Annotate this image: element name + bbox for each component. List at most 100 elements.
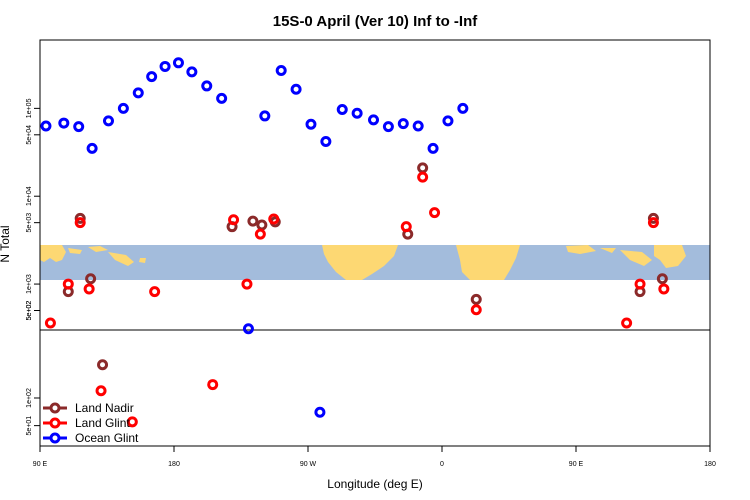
- land-glint-point: [429, 207, 441, 219]
- y-axis-upper: 1e+05 5e+04 1e+04 5e+03 1e+03 5e+02: [26, 98, 40, 320]
- ocean-glint-point: [58, 117, 70, 129]
- ocean-glint-point: [442, 115, 454, 127]
- land-glint-point: [634, 278, 646, 290]
- ocean-glint-point: [259, 110, 271, 122]
- x-tick-label: 90 E: [569, 461, 584, 468]
- y-tick-label: 1e+02: [26, 388, 33, 408]
- land-glint-point: [207, 379, 219, 391]
- land-nadir-point: [256, 219, 268, 231]
- y-tick-label: 5e+04: [26, 125, 33, 145]
- ocean-glint-point: [172, 57, 184, 69]
- x-axis: 90 E 180 90 W 0 90 E 180: [33, 446, 716, 468]
- land-nadir-point: [647, 212, 659, 224]
- data-points: [40, 57, 670, 428]
- legend-marker-land-glint: [49, 417, 61, 429]
- land-indonesia-left-2: [88, 246, 108, 252]
- land-nadir-point: [74, 212, 86, 224]
- ocean-glint-point: [86, 142, 98, 154]
- land-glint-point: [254, 228, 266, 240]
- x-tick-label: 180: [168, 461, 180, 468]
- land-glint-point: [470, 304, 482, 316]
- legend-marker-land-nadir: [49, 402, 61, 414]
- land-glint-point: [647, 217, 659, 229]
- land-australia-right: [654, 245, 686, 268]
- land-glint-point: [83, 283, 95, 295]
- land-pacific-islands-left: [139, 258, 146, 263]
- chart-title: 15S-0 April (Ver 10) Inf to -Inf: [273, 13, 478, 30]
- y-tick-label: 5e+01: [26, 416, 33, 436]
- land-newguinea-left: [108, 252, 134, 266]
- y-axis-label: N Total: [0, 225, 12, 262]
- y-tick-label: 1e+04: [26, 186, 33, 206]
- land-indonesia-right-1: [566, 245, 596, 254]
- legend-marker-ocean-glint: [49, 432, 61, 444]
- x-tick-label: 90 E: [33, 461, 48, 468]
- ocean-glint-point: [368, 114, 380, 126]
- land-glint-point: [268, 213, 280, 225]
- x-tick-label: 180: [704, 461, 716, 468]
- ocean-glint-point: [351, 107, 363, 119]
- upper-panel-frame: [39, 39, 711, 331]
- ocean-glint-point: [382, 121, 394, 133]
- land-nadir-point: [417, 162, 429, 174]
- world-map-strip: [40, 245, 710, 280]
- land-glint-point: [621, 317, 633, 329]
- land-glint-point: [149, 286, 161, 298]
- legend-label-land-glint: Land Glint: [75, 416, 130, 430]
- land-nadir-point: [470, 293, 482, 305]
- ocean-glint-point: [201, 80, 213, 92]
- land-glint-point: [95, 385, 107, 397]
- land-nadir-point: [656, 273, 668, 285]
- ocean-glint-point: [412, 120, 424, 132]
- ocean-glint-point: [117, 102, 129, 114]
- land-glint-point: [44, 317, 56, 329]
- ocean-glint-point: [320, 135, 332, 147]
- y-tick-label: 1e+05: [26, 98, 33, 118]
- land-australia-left: [40, 245, 66, 262]
- land-nadir-point: [85, 273, 97, 285]
- land-glint-point: [74, 217, 86, 229]
- ocean-glint-point: [275, 64, 287, 76]
- ocean-glint-point: [40, 120, 52, 132]
- ocean-glint-point: [159, 60, 171, 72]
- y-axis-lower: 5e+02 1e+02 5e+01: [26, 301, 40, 436]
- x-axis-label: Longitude (deg E): [327, 477, 422, 491]
- lower-panel-frame: [39, 329, 711, 447]
- ocean-glint-point: [427, 142, 439, 154]
- land-glint-point: [126, 416, 138, 428]
- land-indonesia-right-2: [600, 248, 616, 253]
- ocean-glint-point: [457, 102, 469, 114]
- ocean-glint-point: [336, 104, 348, 116]
- land-glint-point: [228, 214, 240, 226]
- y-tick-label: 5e+02: [26, 301, 33, 321]
- ocean-glint-point: [305, 118, 317, 130]
- legend-label-ocean-glint: Ocean Glint: [75, 431, 139, 445]
- land-glint-point: [417, 171, 429, 183]
- ocean-glint-point: [146, 71, 158, 83]
- land-africa: [456, 245, 520, 280]
- land-indonesia-left-1: [68, 248, 82, 254]
- x-tick-label: 90 W: [300, 461, 317, 468]
- ocean-glint-point: [216, 92, 228, 104]
- ocean-glint-point: [242, 323, 254, 335]
- ocean-glint-point: [186, 66, 198, 78]
- land-glint-point: [400, 221, 412, 233]
- y-tick-label: 5e+02: [26, 301, 33, 321]
- land-nadir-point: [97, 359, 109, 371]
- ocean-glint-point: [132, 87, 144, 99]
- ocean-glint-point: [314, 406, 326, 418]
- y-tick-label: 5e+03: [26, 213, 33, 233]
- land-glint-point: [658, 283, 670, 295]
- land-south-america: [322, 245, 398, 280]
- ocean-glint-point: [397, 118, 409, 130]
- land-glint-point: [241, 278, 253, 290]
- land-nadir-point: [247, 215, 259, 227]
- ocean-glint-point: [290, 83, 302, 95]
- x-tick-label: 0: [440, 461, 444, 468]
- ocean-glint-point: [102, 115, 114, 127]
- land-glint-point: [62, 278, 74, 290]
- land-newguinea-right: [620, 250, 652, 266]
- legend-label-land-nadir: Land Nadir: [75, 401, 134, 415]
